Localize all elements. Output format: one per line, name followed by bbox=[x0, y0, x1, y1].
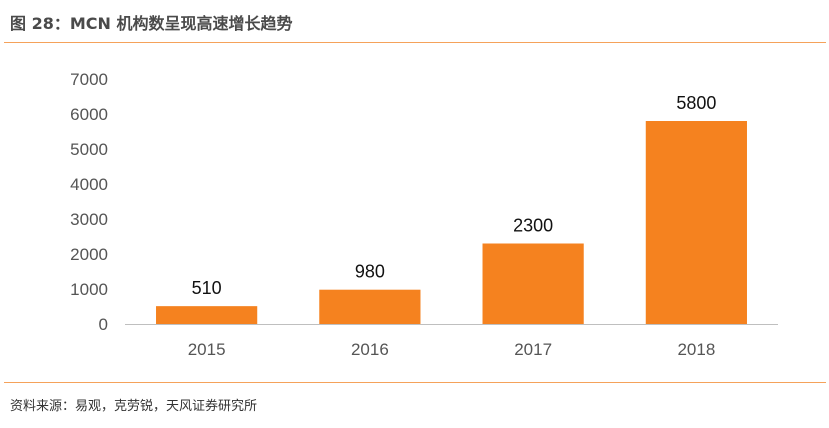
bar-chart: 0 1000 2000 3000 4000 5000 6000 7000 510 2015 980 2… bbox=[70, 70, 778, 359]
bar bbox=[319, 289, 421, 324]
x-tick-label: 2018 bbox=[677, 340, 715, 359]
source-divider bbox=[4, 382, 826, 383]
data-label: 980 bbox=[355, 262, 385, 282]
data-label: 5800 bbox=[676, 93, 716, 113]
chart-title: 图 28：MCN 机构数呈现高速增长趋势 bbox=[10, 14, 293, 33]
title-divider bbox=[4, 42, 826, 43]
x-tick-label: 2017 bbox=[514, 340, 552, 359]
bar bbox=[156, 306, 258, 324]
y-tick-label: 3000 bbox=[70, 210, 108, 229]
bar bbox=[482, 243, 584, 324]
data-label: 2300 bbox=[513, 216, 553, 236]
y-tick-label: 6000 bbox=[70, 105, 108, 124]
x-tick-label: 2016 bbox=[351, 340, 389, 359]
x-tick-label: 2015 bbox=[188, 340, 226, 359]
data-label: 510 bbox=[192, 278, 222, 298]
y-tick-label: 7000 bbox=[70, 70, 108, 89]
y-tick-label: 1000 bbox=[70, 280, 108, 299]
y-tick-label: 4000 bbox=[70, 175, 108, 194]
source-note: 资料来源：易观，克劳锐，天风证券研究所 bbox=[10, 399, 258, 414]
y-tick-label: 0 bbox=[99, 315, 108, 334]
y-tick-label: 2000 bbox=[70, 245, 108, 264]
y-tick-label: 5000 bbox=[70, 140, 108, 159]
bar bbox=[645, 121, 747, 324]
